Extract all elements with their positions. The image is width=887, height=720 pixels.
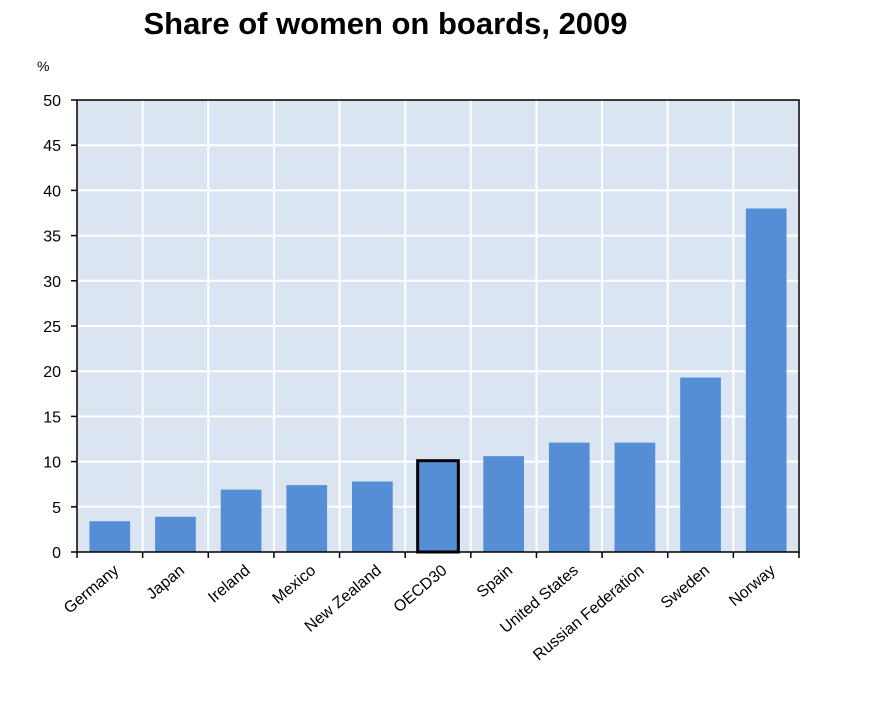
y-tick-label: 25 xyxy=(43,319,61,336)
bar xyxy=(220,489,262,552)
bar xyxy=(352,481,393,552)
x-tick-label: OECD30 xyxy=(391,562,451,616)
y-tick-label: 30 xyxy=(43,274,61,291)
x-tick-label: Russian Federation xyxy=(530,562,647,664)
x-tick-label: Germany xyxy=(61,562,122,617)
y-tick-label: 15 xyxy=(43,409,61,426)
bar xyxy=(614,442,656,552)
bar xyxy=(286,485,328,552)
x-tick-label: Mexico xyxy=(270,562,320,608)
y-tick-label: 40 xyxy=(43,183,61,200)
y-tick-label: 5 xyxy=(52,500,61,517)
x-tick-label: Sweden xyxy=(658,562,713,612)
plot-area: 0 5 10 15 20 25 30 35 40 45 50 Germany Japan Ireland M… xyxy=(43,93,800,664)
bar xyxy=(483,456,524,552)
x-tick-label: Spain xyxy=(474,562,516,601)
y-unit-label: % xyxy=(37,58,49,74)
y-tick-label: 35 xyxy=(43,229,61,246)
bar xyxy=(155,516,196,552)
y-tick-label: 45 xyxy=(43,138,61,155)
bar xyxy=(680,377,721,552)
bar xyxy=(89,521,131,552)
y-tick-label: 50 xyxy=(43,93,61,110)
x-tick-label: Japan xyxy=(144,562,188,603)
x-tick-label: Norway xyxy=(726,562,778,610)
y-tick-label: 10 xyxy=(43,455,61,472)
bar-highlight xyxy=(416,459,460,554)
y-tick-label: 20 xyxy=(43,364,61,381)
bar xyxy=(745,208,787,553)
y-tick-label: 0 xyxy=(52,545,61,562)
chart-title: Share of women on boards, 2009 xyxy=(143,6,628,41)
bar xyxy=(548,442,590,552)
x-tick-label: Ireland xyxy=(205,562,253,606)
